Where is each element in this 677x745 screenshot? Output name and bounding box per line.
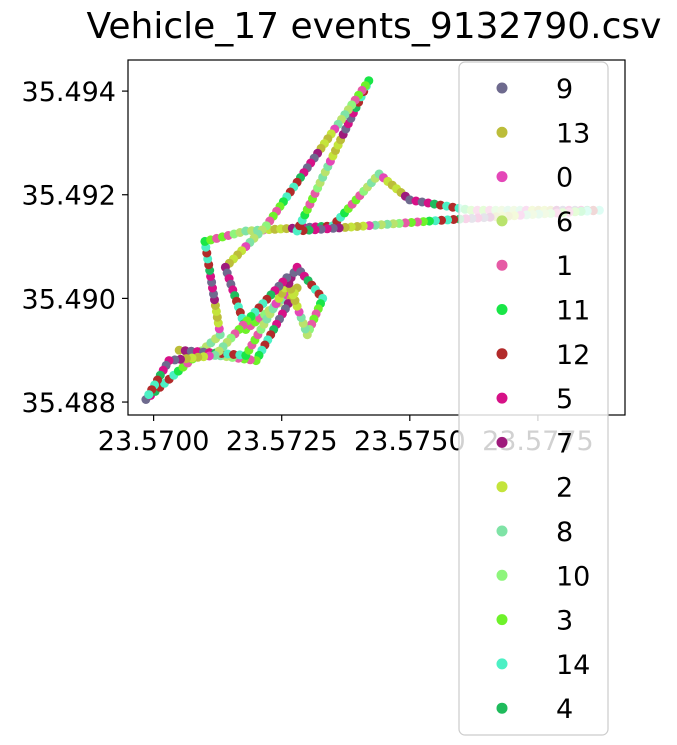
legend-label: 0	[556, 163, 573, 194]
legend-label: 11	[556, 296, 590, 327]
legend-marker	[496, 348, 508, 360]
y-tick-label: 35.488	[22, 388, 116, 419]
legend-label: 10	[556, 561, 590, 592]
legend-label: 7	[556, 428, 573, 459]
legend-label: 2	[556, 473, 573, 504]
legend-label: 9	[556, 74, 573, 105]
y-tick-label: 35.490	[22, 284, 116, 315]
legend-marker	[496, 658, 508, 670]
y-tick-label: 35.494	[22, 77, 116, 108]
legend-label: 13	[556, 118, 590, 149]
y-tick-label: 35.492	[22, 181, 116, 212]
legend-marker	[496, 82, 508, 94]
plot-frame	[127, 59, 626, 416]
legend-marker	[496, 702, 508, 714]
legend-label: 4	[556, 694, 573, 725]
legend-marker	[496, 126, 508, 138]
data-point	[144, 390, 154, 400]
legend-label: 3	[556, 606, 573, 637]
chart-title: Vehicle_17 events_9132790.csv	[87, 6, 662, 47]
legend-marker	[496, 259, 508, 271]
legend-marker	[496, 215, 508, 227]
legend-label: 12	[556, 340, 590, 371]
legend-label: 5	[556, 384, 573, 415]
legend-label: 14	[556, 650, 590, 681]
legend-marker	[496, 614, 508, 626]
legend-marker	[496, 525, 508, 537]
legend-label: 6	[556, 207, 573, 238]
legend-marker	[496, 392, 508, 404]
x-tick-label: 23.5750	[354, 426, 466, 457]
legend-marker	[496, 481, 508, 493]
legend-label: 8	[556, 517, 573, 548]
legend-marker	[496, 569, 508, 581]
x-tick-label: 23.5700	[98, 426, 210, 457]
legend-frame	[458, 61, 609, 736]
legend-marker	[496, 171, 508, 183]
legend-marker	[496, 304, 508, 315]
x-tick-label: 23.5725	[226, 426, 338, 457]
legend-marker	[496, 436, 508, 448]
legend-label: 1	[556, 251, 573, 282]
